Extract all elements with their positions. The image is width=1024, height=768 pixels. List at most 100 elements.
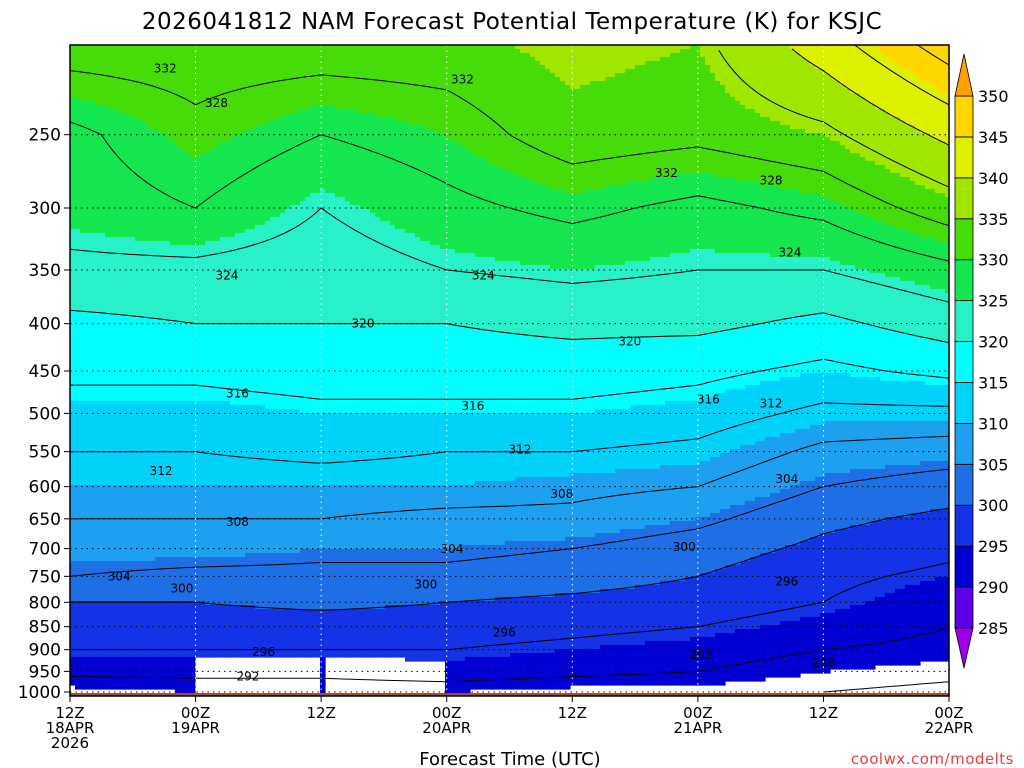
fill-cell <box>130 117 136 238</box>
fill-cell <box>425 549 431 606</box>
fill-cell <box>940 577 946 662</box>
fill-cell <box>195 325 201 402</box>
fill-cell <box>95 233 101 314</box>
colorbar-label: 335 <box>978 210 1009 229</box>
fill-cell <box>480 601 486 658</box>
fill-cell <box>610 185 616 266</box>
fill-cell <box>110 561 116 602</box>
fill-cell <box>310 413 316 486</box>
fill-cell <box>560 45 566 82</box>
fill-cell <box>405 233 411 326</box>
fill-cell <box>480 257 486 330</box>
fill-cell <box>875 273 881 326</box>
fill-cell <box>300 413 306 486</box>
fill-cell <box>730 97 736 178</box>
fill-cell <box>700 173 706 250</box>
fill-cell <box>550 269 556 338</box>
fill-cell <box>335 109 341 198</box>
fill-cell <box>860 321 866 378</box>
fill-cell <box>665 581 671 642</box>
fill-cell <box>900 589 906 666</box>
fill-cell <box>750 557 756 630</box>
fill-cell <box>825 313 831 374</box>
fill-cell <box>470 657 476 690</box>
fill-cell <box>110 657 116 690</box>
fill-cell <box>595 45 601 82</box>
fill-cell <box>725 509 731 566</box>
fill-cell <box>250 605 256 658</box>
fill-cell <box>660 57 666 178</box>
fill-cell <box>680 465 686 522</box>
fill-cell <box>150 317 156 402</box>
fill-cell <box>410 125 416 234</box>
fill-cell <box>120 237 126 314</box>
fill-cell <box>725 633 731 682</box>
fill-cell <box>110 485 116 562</box>
fill-cell <box>430 325 436 414</box>
fill-cell <box>130 601 136 658</box>
fill-cell <box>500 169 506 262</box>
colorbar-label: 285 <box>978 619 1009 638</box>
fill-cell <box>295 205 301 326</box>
fill-cell <box>340 325 346 414</box>
fill-cell <box>190 485 196 558</box>
fill-cell <box>445 413 451 486</box>
fill-cell <box>545 477 551 542</box>
fill-cell <box>905 333 911 382</box>
contour-label: 296 <box>775 575 798 589</box>
fill-cell <box>765 553 771 626</box>
fill-cell <box>565 45 571 86</box>
fill-cell <box>90 313 96 402</box>
fill-cell <box>300 325 306 414</box>
fill-cell <box>150 657 156 690</box>
fill-cell <box>645 61 651 182</box>
fill-cell <box>175 557 181 602</box>
fill-cell <box>485 45 491 162</box>
fill-cell <box>765 253 771 322</box>
contour-label: 304 <box>108 569 131 583</box>
fill-cell <box>450 413 456 486</box>
fill-cell <box>795 189 801 258</box>
fill-cell <box>375 45 381 118</box>
fill-cell <box>575 45 581 90</box>
fill-cell <box>515 653 521 690</box>
fill-cell <box>765 381 771 438</box>
fill-cell <box>665 57 671 178</box>
fill-cell <box>460 253 466 326</box>
fill-cell <box>390 485 396 550</box>
fill-cell <box>565 341 571 414</box>
fill-cell <box>880 469 886 522</box>
fill-cell <box>940 141 946 194</box>
fill-cell <box>850 209 856 266</box>
fill-cell <box>565 477 571 538</box>
fill-cell <box>370 485 376 550</box>
fill-cell <box>355 205 361 326</box>
fill-cell <box>270 45 276 122</box>
fill-cell <box>550 337 556 414</box>
fill-cell <box>790 317 796 378</box>
fill-cell <box>625 529 631 590</box>
fill-cell <box>835 81 841 142</box>
fill-cell <box>825 421 831 474</box>
fill-cell <box>290 325 296 410</box>
fill-cell <box>470 545 476 602</box>
fill-cell <box>870 273 876 326</box>
fill-cell <box>580 473 586 538</box>
fill-cell <box>770 257 776 322</box>
fill-cell <box>845 321 851 374</box>
fill-cell <box>865 101 871 162</box>
fill-cell <box>710 249 716 334</box>
fill-cell <box>220 141 226 238</box>
fill-cell <box>105 601 111 658</box>
fill-cell <box>790 377 796 434</box>
fill-cell <box>710 45 716 74</box>
fill-cell <box>750 253 756 326</box>
fill-cell <box>660 177 666 258</box>
fill-cell <box>595 649 601 686</box>
fill-cell <box>935 45 941 90</box>
fill-cell <box>165 557 171 602</box>
fill-cell <box>650 405 656 470</box>
fill-cell <box>870 45 876 106</box>
fill-cell <box>120 313 126 402</box>
fill-cell <box>600 473 606 534</box>
